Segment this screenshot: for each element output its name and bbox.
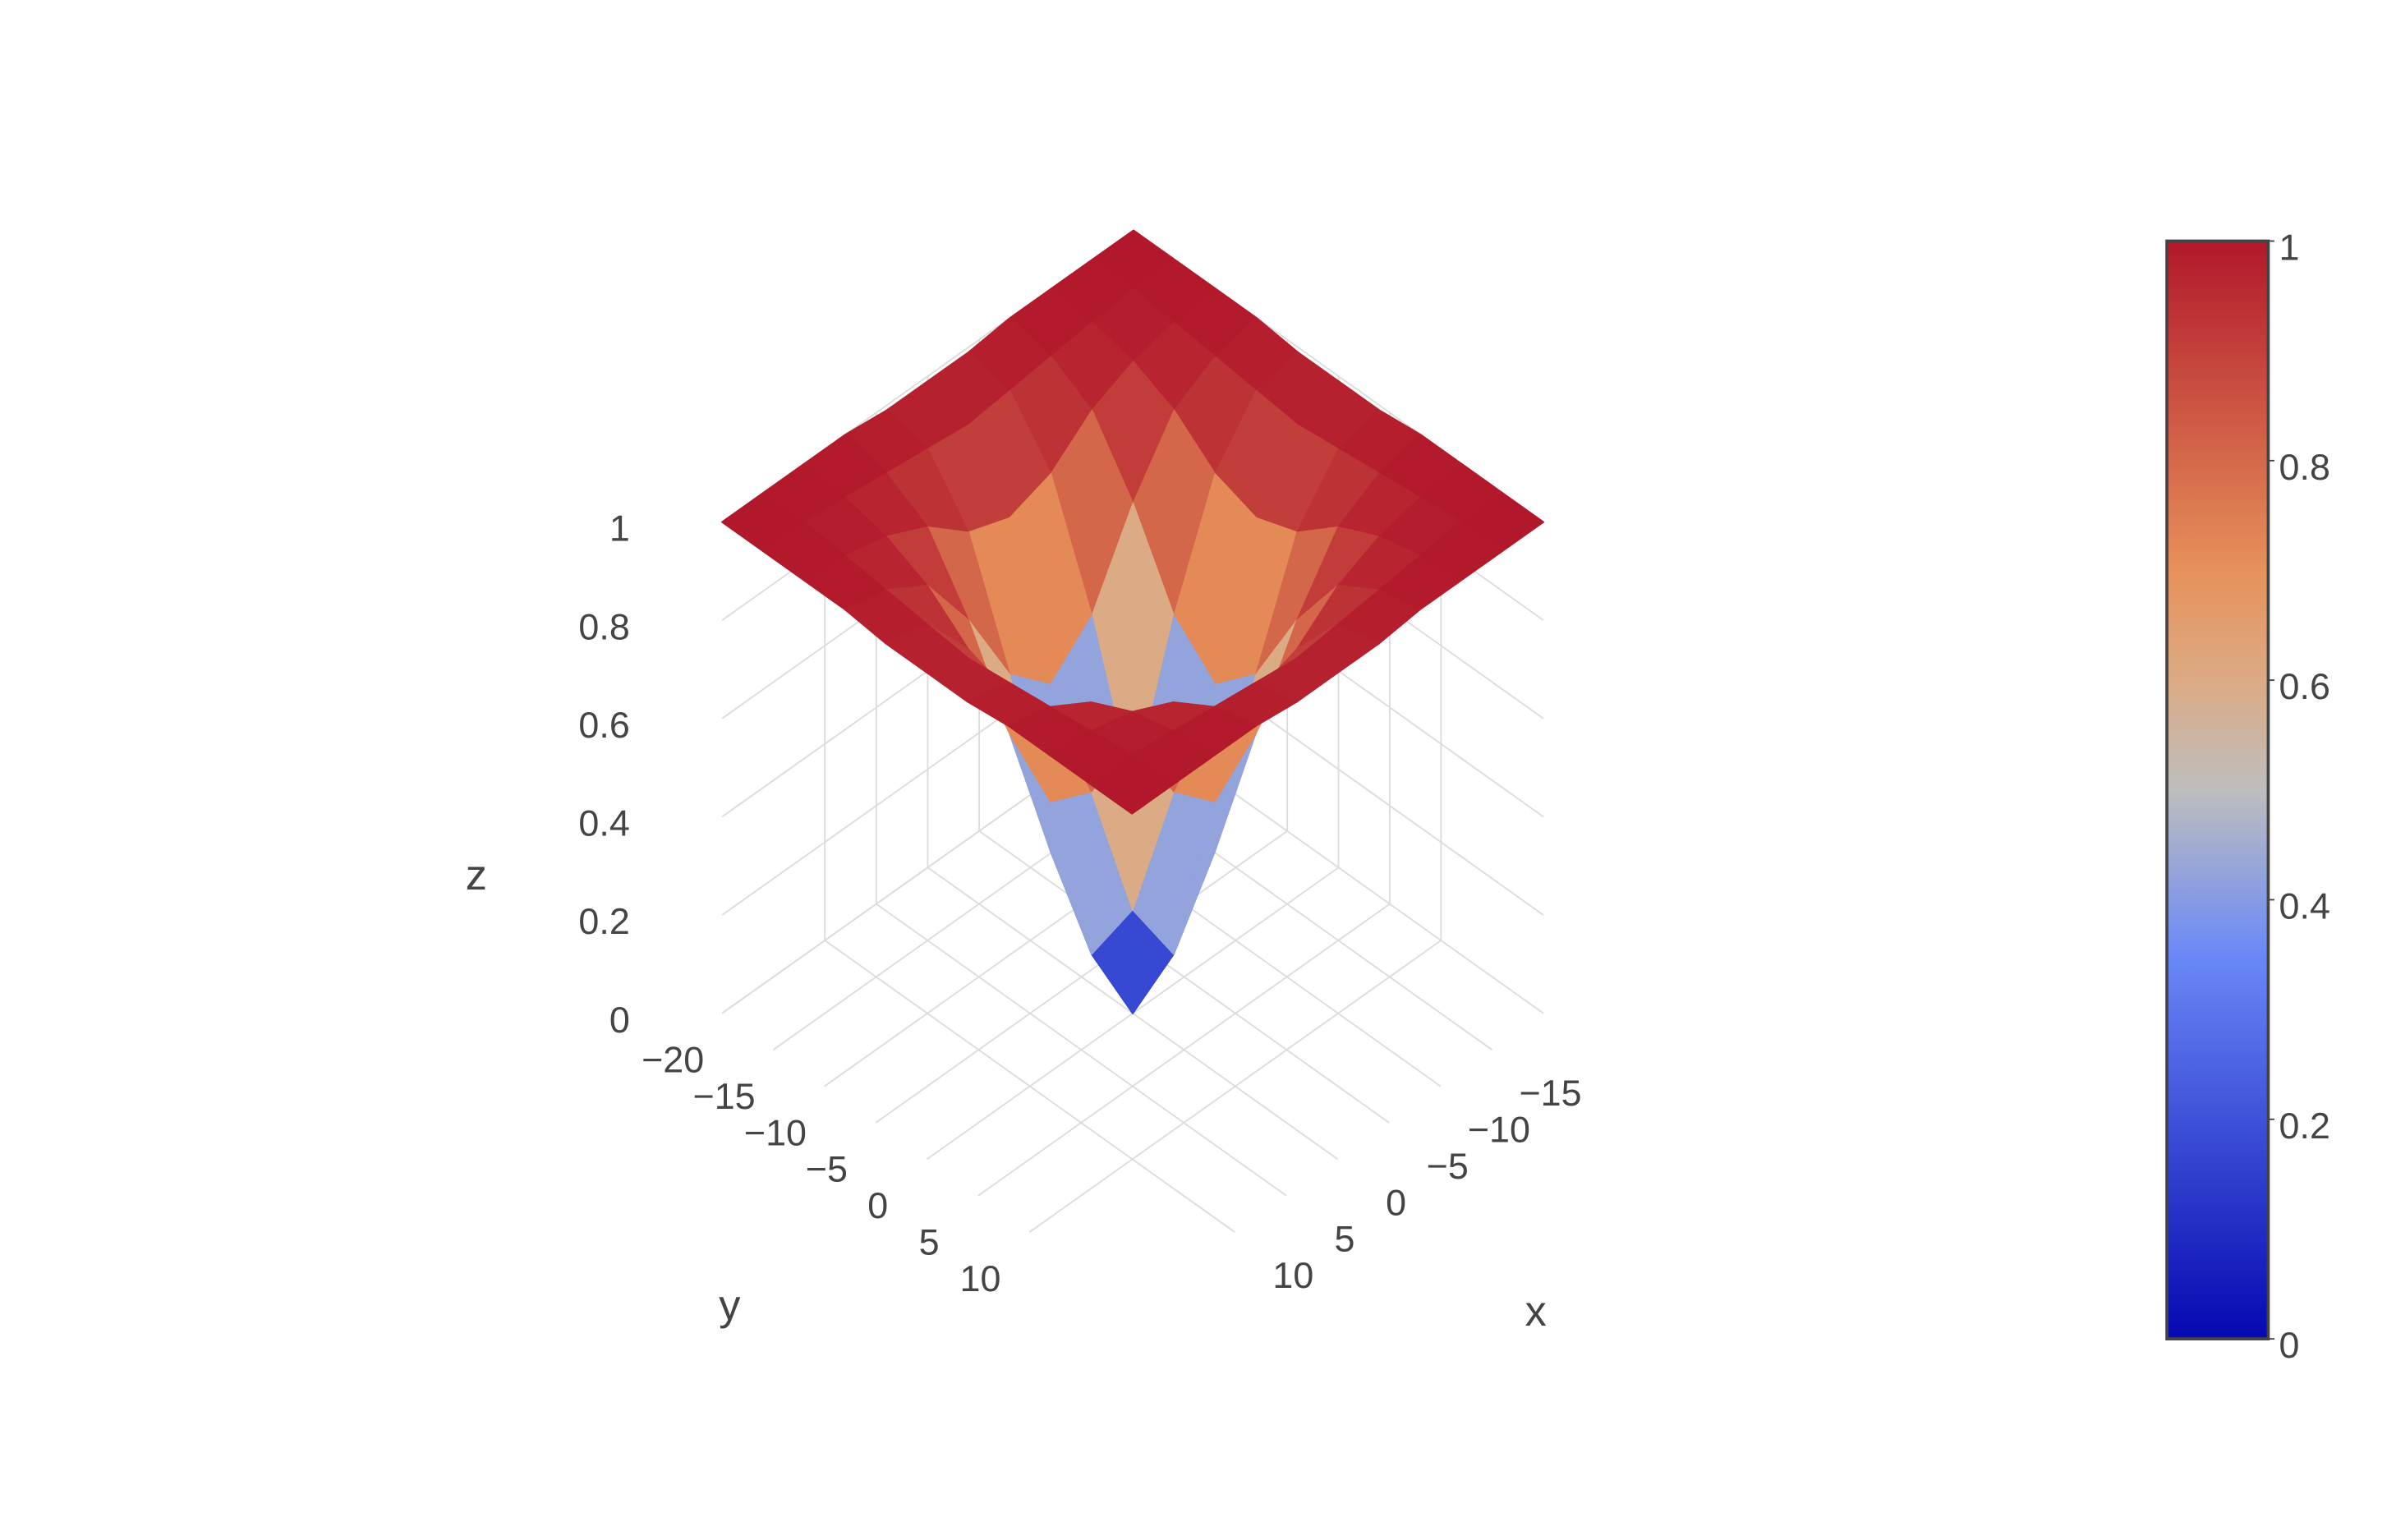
z-tick-label: 0.6	[578, 704, 629, 746]
y-tick-label: −5	[806, 1148, 848, 1190]
colorbar-tick-label: 1	[2279, 227, 2300, 269]
x-tick-label: 5	[1335, 1218, 1355, 1260]
colorbar-tick-label: 0.6	[2279, 665, 2330, 707]
floor-grid-line	[977, 903, 1391, 1197]
z-tick-label: 0	[609, 999, 630, 1041]
x-tick-label: −5	[1427, 1145, 1469, 1187]
z-tick-label: 0.2	[578, 900, 629, 942]
x-tick-label: 10	[1272, 1254, 1313, 1296]
y-tick-label: 10	[960, 1257, 1001, 1299]
x-tick-label: −10	[1468, 1109, 1530, 1151]
floor-grid-line	[1028, 940, 1442, 1233]
y-tick-label: 5	[919, 1221, 940, 1262]
z-axis-label: z	[466, 852, 487, 899]
colorbar-tick-label: 0.4	[2279, 885, 2330, 927]
x-axis-label: x	[1525, 1288, 1547, 1335]
surface-cell	[1090, 754, 1175, 815]
y-tick-label: −10	[744, 1111, 807, 1153]
y-tick-label: −20	[642, 1038, 704, 1080]
colorbar-tick-label: 0.8	[2279, 446, 2330, 488]
z-tick-label: 0.8	[578, 605, 629, 647]
colorbar-tick-label: 0	[2279, 1324, 2300, 1366]
colorbar-tick-label: 0.2	[2279, 1105, 2330, 1147]
z-tick-label: 0.4	[578, 802, 629, 844]
y-tick-label: −15	[693, 1075, 756, 1117]
y-axis-label: y	[719, 1282, 741, 1330]
x-tick-label: −15	[1519, 1072, 1581, 1114]
x-tick-label: 0	[1386, 1181, 1406, 1223]
scene	[721, 229, 1545, 1233]
y-tick-label: 0	[867, 1184, 888, 1226]
floor-grid-line	[875, 830, 1288, 1124]
z-tick-label: 1	[609, 508, 630, 549]
colorbar	[2165, 239, 2270, 1340]
